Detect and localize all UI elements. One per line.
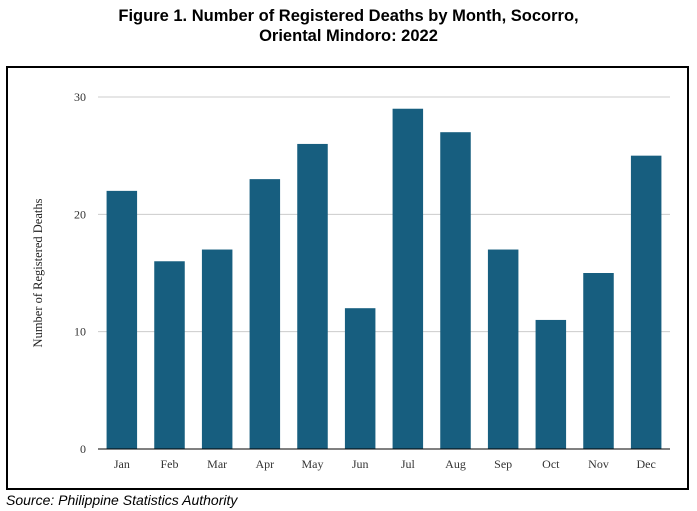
- x-tick-label: Jul: [401, 457, 416, 471]
- bar: [106, 190, 138, 449]
- x-tick-label: Dec: [637, 457, 656, 471]
- bar-chart: 0 10 20 30 Jan Feb Mar Apr May Jun Jul Aug Sep Oct Nov…: [31, 90, 670, 471]
- x-tick-label: Mar: [207, 457, 227, 471]
- bar: [154, 261, 185, 449]
- x-tick-label: May: [302, 457, 324, 471]
- y-tick-label: 10: [74, 325, 86, 339]
- bar: [344, 308, 376, 449]
- chart-frame: 0 10 20 30 Jan Feb Mar Apr May Jun Jul Aug Sep Oct Nov…: [6, 66, 689, 490]
- source-note: Source: Philippine Statistics Authority: [6, 492, 238, 508]
- bar: [392, 108, 424, 449]
- chart-title: Figure 1. Number of Registered Deaths by…: [0, 6, 697, 46]
- bar: [535, 319, 567, 449]
- bar: [630, 155, 662, 449]
- x-tick-label: Feb: [161, 457, 179, 471]
- bar: [583, 273, 614, 449]
- bar: [440, 132, 471, 449]
- y-tick-label: 30: [74, 90, 86, 104]
- y-tick-label: 20: [74, 207, 86, 221]
- bar: [297, 143, 328, 449]
- bar: [249, 179, 281, 449]
- y-tick-label: 0: [80, 442, 86, 456]
- x-tick-label: Nov: [588, 457, 609, 471]
- bar: [201, 249, 233, 449]
- chart-title-line-1: Figure 1. Number of Registered Deaths by…: [118, 7, 579, 25]
- x-tick-label: Sep: [494, 457, 512, 471]
- x-tick-label: Oct: [542, 457, 560, 471]
- y-axis-label: Number of Registered Deaths: [31, 198, 45, 347]
- bar: [487, 249, 519, 449]
- x-tick-label: Jan: [114, 457, 130, 471]
- x-tick-label: Jun: [352, 457, 369, 471]
- x-tick-label: Apr: [255, 457, 274, 471]
- chart-title-line-2: Oriental Mindoro: 2022: [259, 27, 438, 45]
- x-tick-label: Aug: [445, 457, 466, 471]
